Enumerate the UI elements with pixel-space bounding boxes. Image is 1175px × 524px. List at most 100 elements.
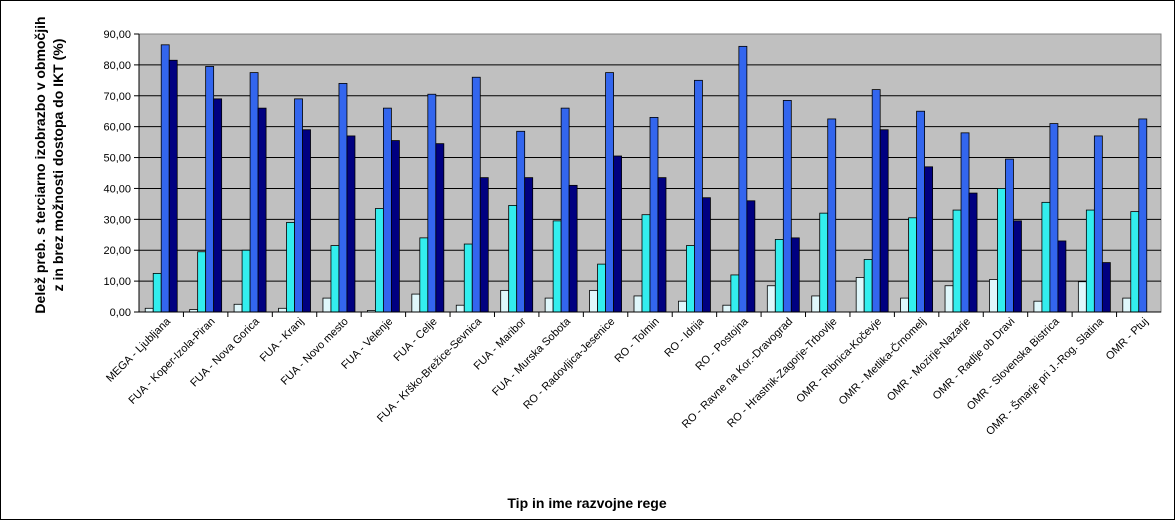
bar [382, 107, 392, 313]
bar [1033, 300, 1043, 313]
bar [766, 285, 776, 313]
x-tick-label: OMR - Ribnica-Kočevje [794, 316, 884, 406]
bar [144, 307, 154, 313]
x-tick-label: OMR - Slovenska Bistrica [965, 315, 1063, 413]
bar [597, 263, 606, 313]
x-tick-label: FUA - Celje [391, 316, 439, 364]
bar [968, 192, 978, 313]
bar [294, 98, 303, 313]
x-tick-label: FUA - Koper-Izola-Piran [126, 316, 217, 407]
bar [782, 100, 792, 313]
bar [160, 44, 170, 313]
bar [455, 304, 465, 313]
bar [560, 107, 570, 313]
bar [657, 177, 667, 313]
y-tick-label: 20,00 [103, 245, 131, 257]
bar [435, 143, 445, 313]
bar [1138, 118, 1148, 313]
bar [863, 259, 873, 313]
x-tick-label: RO - Tolmin [612, 316, 661, 365]
y-tick-label: 90,00 [103, 29, 131, 41]
bar [330, 245, 340, 313]
bar [302, 129, 311, 313]
bar [1130, 211, 1140, 313]
bar [702, 197, 711, 313]
bar [1057, 240, 1067, 313]
bar [613, 155, 622, 313]
x-tick-label: OMR - Mozirje-Nazarje [885, 316, 973, 404]
bar [997, 188, 1006, 313]
y-tick-label: 70,00 [103, 91, 131, 103]
bar [197, 251, 207, 313]
bar [960, 132, 970, 313]
bar [819, 212, 829, 313]
bar [205, 66, 215, 313]
y-tick-label: 0,00 [110, 307, 131, 319]
bar [686, 245, 695, 313]
bar [278, 307, 287, 313]
x-tick-label: FUA - Murska Sobota [490, 315, 573, 398]
bar [1085, 209, 1095, 313]
bar [286, 222, 295, 313]
bar [871, 89, 881, 313]
bar [471, 76, 481, 313]
bar [508, 205, 518, 313]
bar [152, 272, 162, 313]
bar [908, 217, 918, 313]
x-tick-label: RO - Radovljica-Jesenice [521, 316, 617, 412]
bar [479, 177, 489, 313]
y-tick-label: 50,00 [103, 153, 131, 165]
bar [516, 130, 526, 313]
x-tick-label: RO - Idrija [662, 315, 707, 360]
bar [1005, 158, 1014, 313]
y-tick-label: 60,00 [103, 122, 131, 134]
y-tick-label: 30,00 [103, 214, 131, 226]
bar [746, 200, 756, 313]
bar [390, 140, 400, 313]
bar [944, 285, 954, 313]
bar [649, 117, 659, 313]
bar [722, 304, 732, 313]
bar [811, 295, 821, 313]
bar [374, 208, 384, 313]
bar [790, 237, 800, 313]
bar [855, 277, 865, 313]
bar [774, 239, 784, 313]
bar [233, 303, 243, 313]
y-tick-label: 40,00 [103, 183, 131, 195]
bar [500, 289, 510, 313]
bar [1041, 201, 1051, 313]
bar [1122, 297, 1132, 313]
bar [879, 129, 889, 313]
bar [633, 295, 643, 313]
bar [641, 214, 651, 313]
bar [1101, 262, 1111, 313]
bar [989, 279, 998, 313]
bar [952, 209, 962, 313]
y-axis-title-line2: z in brez možnosti dostopa do IKT (%) [50, 39, 66, 292]
bar [1013, 220, 1022, 313]
y-tick-label: 80,00 [103, 60, 131, 72]
bar [524, 177, 534, 313]
bar [605, 72, 614, 313]
bar [568, 184, 578, 313]
bar [589, 289, 598, 313]
bar [552, 220, 562, 313]
bar [213, 98, 223, 313]
y-axis-title-line1: Delež preb. s terciarno izobrazbo v obmo… [32, 16, 48, 313]
bar [730, 274, 740, 313]
bar [544, 297, 554, 313]
bar [738, 45, 748, 313]
bar [463, 243, 473, 313]
bar [249, 72, 259, 313]
bar [419, 237, 429, 313]
x-tick-label: OMR - Radlje ob Dravi [931, 316, 1018, 403]
bar [924, 166, 934, 313]
bar [346, 135, 356, 313]
bar [694, 79, 703, 313]
x-tick-label: FUA - Kranj [258, 316, 307, 365]
bar [916, 110, 926, 313]
bar [678, 300, 687, 313]
